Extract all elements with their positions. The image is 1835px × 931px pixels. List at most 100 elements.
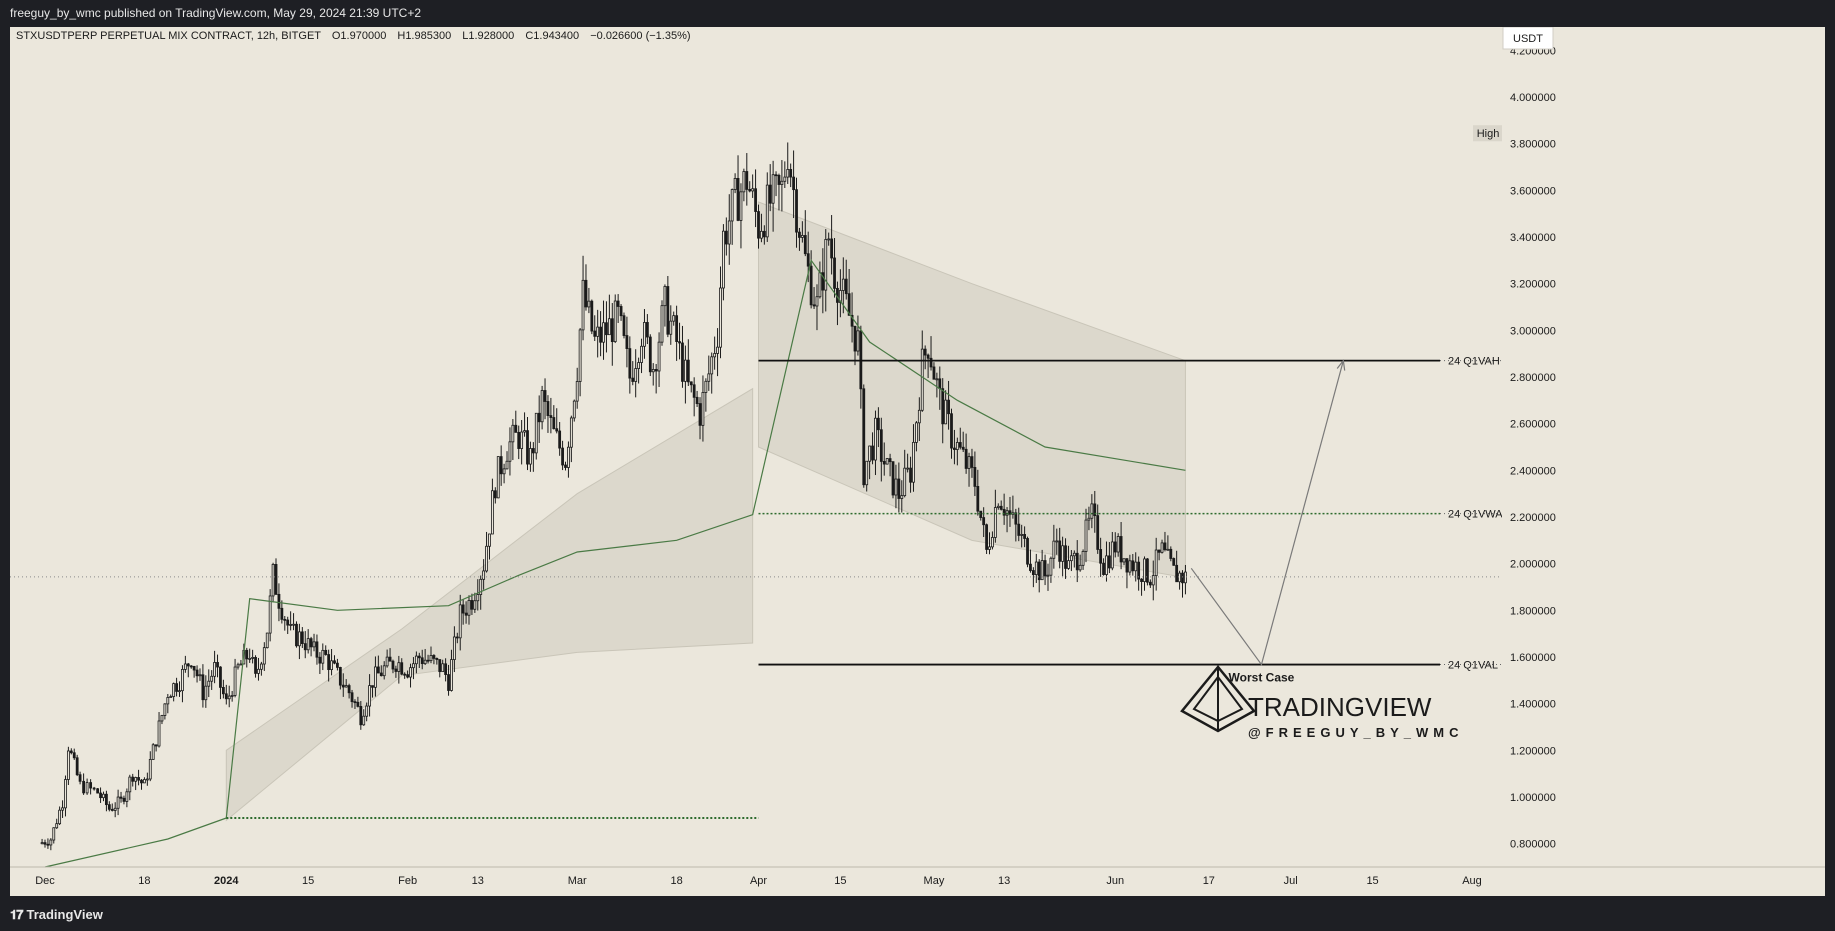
candle-body bbox=[496, 456, 500, 499]
candle-body bbox=[55, 823, 59, 829]
x-axis[interactable]: Dec 18 2024 15 Feb 13 Mar 18 Apr 15 May 13 Jun 17 Jul 1… bbox=[10, 866, 1825, 887]
candle-body bbox=[350, 692, 354, 703]
candle-body bbox=[435, 657, 439, 660]
candle-body bbox=[552, 417, 556, 430]
candle-body bbox=[862, 388, 866, 486]
candle-body bbox=[409, 667, 412, 678]
candle-body bbox=[160, 715, 164, 722]
candle-body bbox=[838, 290, 842, 303]
candle-body bbox=[1078, 564, 1082, 571]
candle-body bbox=[476, 594, 480, 602]
candle-body bbox=[944, 399, 948, 425]
candle-body bbox=[996, 505, 1000, 508]
volume-band-0 bbox=[225, 387, 754, 822]
candle-body bbox=[58, 809, 62, 825]
candle-body bbox=[221, 687, 225, 695]
y-tick-4: 1.600000 bbox=[1510, 652, 1556, 664]
candle-body bbox=[900, 495, 904, 499]
candle-body bbox=[558, 430, 562, 449]
candle-body bbox=[298, 631, 301, 647]
candle-body bbox=[412, 663, 415, 669]
candle-body bbox=[254, 657, 257, 674]
candle-body bbox=[979, 510, 983, 518]
candle-body bbox=[809, 265, 813, 306]
candle-body bbox=[268, 595, 272, 634]
candle-body bbox=[634, 368, 638, 382]
candle-body bbox=[368, 685, 371, 707]
tradingview-logo[interactable]: 𝟏𝟕 TradingView bbox=[10, 898, 103, 931]
candle-body bbox=[423, 659, 427, 665]
candle-body bbox=[1110, 541, 1114, 569]
vwap-line bbox=[44, 258, 1186, 868]
candle-body bbox=[625, 335, 629, 349]
candle-body bbox=[271, 564, 275, 597]
candle-body bbox=[344, 685, 348, 688]
candle-body bbox=[751, 188, 755, 192]
x-tick-5: 13 bbox=[472, 875, 484, 887]
candle-body bbox=[1128, 560, 1132, 573]
currency-label: USDT bbox=[1513, 33, 1543, 45]
candle-body bbox=[602, 322, 605, 343]
y-axis[interactable]: 0.800000 1.000000 1.200000 1.400000 1.600000… bbox=[1502, 27, 1825, 867]
candle-body bbox=[198, 674, 202, 677]
candle-body bbox=[1002, 508, 1006, 516]
candle-body bbox=[578, 329, 582, 382]
candle-body bbox=[616, 300, 620, 307]
candle-body bbox=[1169, 548, 1173, 559]
y-tick-3: 1.400000 bbox=[1510, 699, 1556, 711]
candle-body bbox=[321, 649, 325, 664]
y-tick-10: 2.800000 bbox=[1510, 372, 1556, 384]
candle-body bbox=[1184, 571, 1187, 584]
candle-body bbox=[584, 279, 588, 308]
candle-body bbox=[195, 669, 199, 677]
candle-body bbox=[1134, 561, 1138, 572]
candle-body bbox=[1093, 503, 1097, 517]
candle-body bbox=[455, 636, 459, 639]
candle-body bbox=[739, 191, 743, 221]
candle-body bbox=[1122, 558, 1126, 563]
currency-button[interactable]: USDT bbox=[1502, 26, 1554, 50]
candle-body bbox=[1166, 548, 1170, 551]
y-tick-1: 1.000000 bbox=[1510, 792, 1556, 804]
candle-body bbox=[210, 675, 214, 682]
candle-body bbox=[929, 357, 933, 368]
candle-body bbox=[1119, 536, 1123, 563]
level-name-2: 24 Q1VAL bbox=[1448, 660, 1498, 672]
candle-body bbox=[1154, 549, 1158, 577]
candle-body bbox=[295, 623, 298, 647]
candle-body bbox=[362, 715, 366, 726]
candle-body bbox=[1116, 536, 1120, 553]
candle-body bbox=[265, 632, 269, 649]
candle-body bbox=[181, 669, 184, 692]
candle-body bbox=[1067, 560, 1070, 569]
candle-body bbox=[564, 464, 567, 468]
candle-body bbox=[66, 750, 70, 780]
candle-body bbox=[312, 641, 316, 648]
candle-body bbox=[1172, 558, 1176, 566]
candle-body bbox=[1040, 560, 1044, 581]
x-tick-9: 15 bbox=[834, 875, 846, 887]
candle-body bbox=[286, 619, 290, 626]
candle-body bbox=[920, 348, 924, 411]
candle-body bbox=[716, 346, 719, 354]
candle-body bbox=[473, 600, 477, 610]
candle-body bbox=[166, 697, 170, 705]
ohlc-close: C1.943400 bbox=[525, 30, 579, 42]
candle-body bbox=[681, 342, 684, 382]
candle-body bbox=[336, 662, 339, 668]
candle-body bbox=[648, 336, 652, 373]
y-tick-5: 1.800000 bbox=[1510, 605, 1556, 617]
candle-body bbox=[318, 656, 322, 664]
candle-body bbox=[259, 663, 263, 670]
candle-body bbox=[46, 843, 50, 846]
candle-body bbox=[1099, 549, 1103, 564]
candle-body bbox=[1087, 517, 1091, 521]
candle-body bbox=[505, 460, 509, 470]
candle-body bbox=[75, 757, 79, 776]
y-tick-9: 2.600000 bbox=[1510, 419, 1556, 431]
projection-line[interactable] bbox=[1190, 360, 1344, 666]
candle-body bbox=[660, 305, 664, 343]
candle-body bbox=[379, 672, 383, 677]
